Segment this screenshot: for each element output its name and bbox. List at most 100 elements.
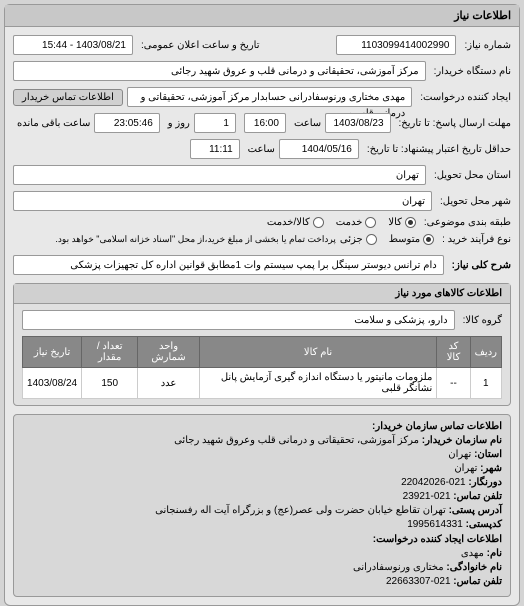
c-city-label: شهر: [480, 463, 502, 474]
process-label: نوع فرآیند خرید : [438, 234, 511, 245]
validity-label: حداقل تاریخ اعتبار پیشنهاد: تا تاریخ: [363, 144, 511, 155]
goods-section-title: اطلاعات کالاهای مورد نیاز [14, 284, 510, 304]
postal-label: آدرس پستی: [449, 505, 502, 516]
cell-date: 1403/08/24 [23, 368, 82, 399]
row-city: شهر محل تحویل: تهران [13, 191, 511, 211]
contact-postcode-line: کدپستی: 1995614331 [22, 519, 502, 530]
phone-label: تلفن تماس: [453, 491, 502, 502]
org-label: نام سازمان خریدار: [422, 435, 502, 446]
city-label: شهر محل تحویل: [436, 196, 511, 207]
phone-value: 021-23921 [403, 491, 451, 502]
creator-lastname-line: نام خانوادگی: مختاری ورنوسفادرانی [22, 562, 502, 573]
col-code: کد کالا [437, 337, 470, 368]
col-unit: واحد شمارش [138, 337, 200, 368]
cell-row: 1 [470, 368, 501, 399]
name-label: نام: [487, 548, 502, 559]
postcode-label: کدپستی: [466, 519, 502, 530]
col-qty: تعداد / مقدار [82, 337, 138, 368]
buyer-label: نام دستگاه خریدار: [430, 66, 511, 77]
goods-content: گروه کالا: دارو، پزشکی و سلامت ردیف کد ک… [14, 304, 510, 405]
row-validity: حداقل تاریخ اعتبار پیشنهاد: تا تاریخ: 14… [13, 139, 511, 159]
radio-both-label: کالا/خدمت [267, 217, 310, 228]
category-radio-group: کالا خدمت کالا/خدمت [267, 217, 416, 228]
row-need-number: شماره نیاز: 1103099414002990 تاریخ و ساع… [13, 35, 511, 55]
cell-name: ملزومات مانیتور یا دستگاه اندازه گیری آز… [199, 368, 437, 399]
response-time: 16:00 [244, 113, 286, 133]
radio-mid-icon [423, 234, 434, 245]
row-response-deadline: مهلت ارسال پاسخ: تا تاریخ: 1403/08/23 سا… [13, 113, 511, 133]
radio-small[interactable]: جزئی [340, 234, 377, 245]
validity-date: 1404/05/16 [279, 139, 359, 159]
validity-time: 11:11 [190, 139, 240, 159]
time-label-1: ساعت [290, 118, 321, 129]
radio-both[interactable]: کالا/خدمت [267, 217, 324, 228]
radio-goods[interactable]: کالا [388, 217, 416, 228]
postcode-value: 1995614331 [407, 519, 463, 530]
lastname-value: مختاری ورنوسفادرانی [353, 562, 444, 573]
remaining-label: روز و [164, 118, 190, 129]
table-row: 1 -- ملزومات مانیتور یا دستگاه اندازه گی… [23, 368, 502, 399]
radio-mid-label: متوسط [389, 234, 420, 245]
contact-org-line: نام سازمان خریدار: مرکز آموزشی، تحقیقاتی… [22, 435, 502, 446]
main-container: اطلاعات نیاز شماره نیاز: 110309941400299… [4, 4, 520, 606]
group-label: گروه کالا: [459, 315, 502, 326]
need-title-value: دام ترانس دیوستر سینگل برا پمپ سیستم وات… [13, 255, 444, 275]
remaining-suffix: ساعت باقی مانده [13, 118, 90, 129]
col-date: تاریخ نیاز [23, 337, 82, 368]
contact-section-title: اطلاعات تماس سازمان خریدار: [22, 421, 502, 432]
creator-phone-line: تلفن تماس: 021-22663307 [22, 576, 502, 587]
announce-value: 1403/08/21 - 15:44 [13, 35, 133, 55]
content-area: شماره نیاز: 1103099414002990 تاریخ و ساع… [5, 27, 519, 605]
group-value: دارو، پزشکی و سلامت [22, 310, 455, 330]
postal-value: تهران تقاطع خیابان حضرت ولی عصر(عج) و بز… [155, 505, 446, 516]
row-province: استان محل تحویل: تهران [13, 165, 511, 185]
need-number-label: شماره نیاز: [460, 40, 511, 51]
province-value: تهران [13, 165, 426, 185]
contact-postal-line: آدرس پستی: تهران تقاطع خیابان حضرت ولی ع… [22, 505, 502, 516]
c-city-value: تهران [454, 463, 477, 474]
need-number-value: 1103099414002990 [336, 35, 456, 55]
lastname-label: نام خانوادگی: [446, 562, 502, 573]
contact-section: اطلاعات تماس سازمان خریدار: نام سازمان خ… [13, 414, 511, 597]
requester-value: مهدی مختاری ورنوسفادرانی حسابدار مرکز آم… [127, 87, 412, 107]
contact-fax-line: دورنگار: 021-22042026 [22, 477, 502, 488]
cell-unit: عدد [138, 368, 200, 399]
radio-small-label: جزئی [340, 234, 363, 245]
cell-code: -- [437, 368, 470, 399]
header-title: اطلاعات نیاز [454, 10, 511, 22]
remaining-time: 23:05:46 [94, 113, 159, 133]
goods-section: اطلاعات کالاهای مورد نیاز گروه کالا: دار… [13, 283, 511, 406]
radio-mid[interactable]: متوسط [389, 234, 434, 245]
contact-province-line: استان: تهران [22, 449, 502, 460]
col-row: ردیف [470, 337, 501, 368]
col-name: نام کالا [199, 337, 437, 368]
requester-label: ایجاد کننده درخواست: [416, 92, 511, 103]
radio-service-label: خدمت [336, 217, 363, 228]
table-header-row: ردیف کد کالا نام کالا واحد شمارش تعداد /… [23, 337, 502, 368]
creator-phone-label: تلفن تماس: [453, 576, 502, 587]
goods-table: ردیف کد کالا نام کالا واحد شمارش تعداد /… [22, 336, 502, 399]
province-label: استان محل تحویل: [430, 170, 511, 181]
contact-city-line: شهر: تهران [22, 463, 502, 474]
process-radio-group: متوسط جزئی [340, 234, 434, 245]
radio-service[interactable]: خدمت [336, 217, 377, 228]
org-value: مرکز آموزشی، تحقیقاتی و درمانی قلب وعروق… [174, 435, 419, 446]
remaining-days: 1 [194, 113, 236, 133]
row-requester: ایجاد کننده درخواست: مهدی مختاری ورنوسفا… [13, 87, 511, 107]
buyer-value: مرکز آموزشی، تحقیقاتی و درمانی قلب و عرو… [13, 61, 426, 81]
contact-phone-line: تلفن تماس: 021-23921 [22, 491, 502, 502]
city-value: تهران [13, 191, 432, 211]
payment-note: پرداخت تمام یا بخشی از مبلغ خرید،از محل … [51, 234, 335, 245]
radio-goods-label: کالا [388, 217, 402, 228]
row-need-title: شرح کلی نیاز: دام ترانس دیوستر سینگل برا… [13, 255, 511, 275]
creator-title: اطلاعات ایجاد کننده درخواست: [22, 534, 502, 545]
fax-value: 021-22042026 [401, 477, 466, 488]
fax-label: دورنگار: [468, 477, 502, 488]
time-label-2: ساعت [244, 144, 275, 155]
contact-button[interactable]: اطلاعات تماس خریدار [13, 89, 123, 106]
need-title-label: شرح کلی نیاز: [448, 260, 511, 271]
section-header: اطلاعات نیاز [5, 5, 519, 27]
radio-both-icon [313, 217, 324, 228]
radio-small-icon [366, 234, 377, 245]
row-group: گروه کالا: دارو، پزشکی و سلامت [22, 310, 502, 330]
